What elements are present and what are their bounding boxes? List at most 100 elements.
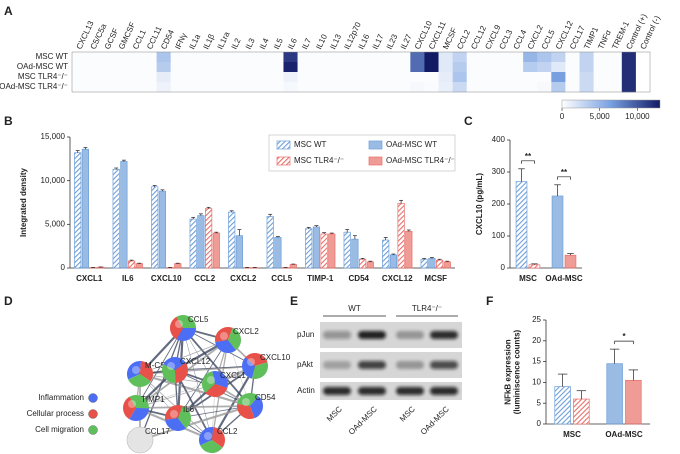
bar	[443, 261, 451, 269]
node-segment	[237, 393, 259, 406]
bar	[128, 260, 136, 269]
legend-dot	[88, 393, 98, 403]
node-shine	[242, 398, 250, 406]
heat-cell	[114, 72, 129, 83]
heat-cell	[537, 82, 552, 93]
error-bar	[237, 229, 242, 236]
panel-letter: B	[4, 114, 13, 128]
bar	[197, 215, 205, 269]
node-segment	[236, 403, 255, 419]
bar	[235, 235, 243, 269]
row-label: MSC WT	[36, 52, 69, 61]
heat-cell	[382, 72, 397, 83]
heat-cell	[100, 82, 115, 93]
heat-cell	[438, 62, 453, 73]
node-segment	[198, 427, 214, 446]
error-bar	[399, 199, 404, 204]
error-bar	[422, 258, 427, 260]
heat-cell	[325, 72, 341, 83]
bar	[135, 263, 143, 269]
heat-cell	[297, 52, 312, 63]
error-bar	[429, 257, 434, 259]
heat-cell	[396, 62, 411, 73]
blot-band	[323, 361, 351, 369]
heat-cell	[368, 62, 383, 73]
significance-label: **	[561, 168, 568, 177]
heat-cell	[494, 82, 510, 93]
bar	[205, 208, 213, 269]
y-tick-label: 0	[537, 419, 542, 428]
error-bar	[129, 259, 134, 262]
heat-cell	[156, 62, 171, 73]
network-edge	[182, 327, 213, 441]
legend-dot	[88, 409, 98, 419]
column-label: IL7	[300, 36, 313, 50]
node-segment	[140, 361, 154, 382]
legend-label: MSC TLR4⁻/⁻	[294, 156, 344, 165]
x-tick-label: MSC	[519, 274, 537, 283]
y-axis-label: (luminiscence counts)	[513, 329, 522, 414]
node-segment	[126, 361, 142, 380]
heat-cell	[410, 62, 425, 73]
heat-cell	[537, 52, 552, 63]
heat-cell	[170, 82, 186, 93]
node-shine	[167, 362, 175, 370]
blot-band	[358, 361, 386, 369]
heat-cell	[255, 72, 270, 83]
node-segment	[215, 340, 237, 353]
x-tick-label: CXCL12	[382, 274, 413, 283]
legend-swatch	[276, 140, 291, 150]
heat-cell	[607, 62, 623, 73]
heat-cell	[184, 72, 200, 83]
node-segment	[165, 404, 183, 420]
node-label: CD54	[255, 393, 276, 402]
heat-cell	[509, 72, 524, 83]
network-edge	[135, 383, 216, 409]
bar	[515, 181, 528, 269]
heat-cell	[269, 62, 284, 73]
heat-cell	[156, 72, 171, 83]
error-bar	[329, 232, 334, 234]
heat-cell	[551, 52, 566, 63]
node-segment	[245, 353, 268, 366]
bar	[389, 254, 397, 269]
error-bar	[576, 390, 587, 400]
y-tick-label: 5,000	[45, 219, 66, 228]
heat-cell	[382, 62, 397, 73]
blot-band	[358, 387, 386, 395]
x-tick-label: CXCL1	[76, 274, 103, 283]
blot-strip	[320, 382, 462, 400]
bar	[312, 226, 320, 269]
significance-label: **	[525, 152, 532, 161]
legend-label: OAd-MSC TLR4⁻/⁻	[386, 156, 455, 165]
heat-cell	[466, 62, 482, 73]
blot-band	[430, 387, 458, 395]
node-segment	[129, 408, 149, 421]
network-edge	[174, 365, 256, 371]
legend-label: Inflammation	[38, 393, 84, 402]
network-edge	[135, 405, 251, 409]
bar	[397, 203, 405, 269]
heat-cell	[537, 72, 552, 83]
heat-cell	[579, 72, 594, 83]
error-bar	[360, 258, 365, 260]
heat-cell	[621, 82, 637, 93]
heat-cell	[156, 52, 171, 63]
y-axis-label: Integrated density	[19, 168, 28, 237]
heat-cell	[283, 72, 298, 83]
bar	[564, 254, 577, 269]
heat-cell	[128, 52, 143, 63]
x-tick-label: CD54	[349, 274, 370, 283]
y-axis-label: CXCL10 (pg/mL)	[475, 173, 484, 236]
heat-cell	[198, 72, 214, 83]
y-tick-label: 0	[501, 263, 506, 272]
heat-cell	[212, 82, 228, 93]
bar	[274, 237, 282, 269]
node-segment	[250, 395, 263, 419]
bar	[81, 148, 89, 269]
heatmap-frame	[71, 51, 651, 93]
heat-cell	[353, 62, 369, 73]
significance-bracket	[521, 160, 535, 164]
y-tick-label: 200	[492, 199, 506, 208]
node-label: CCL17	[145, 427, 170, 436]
